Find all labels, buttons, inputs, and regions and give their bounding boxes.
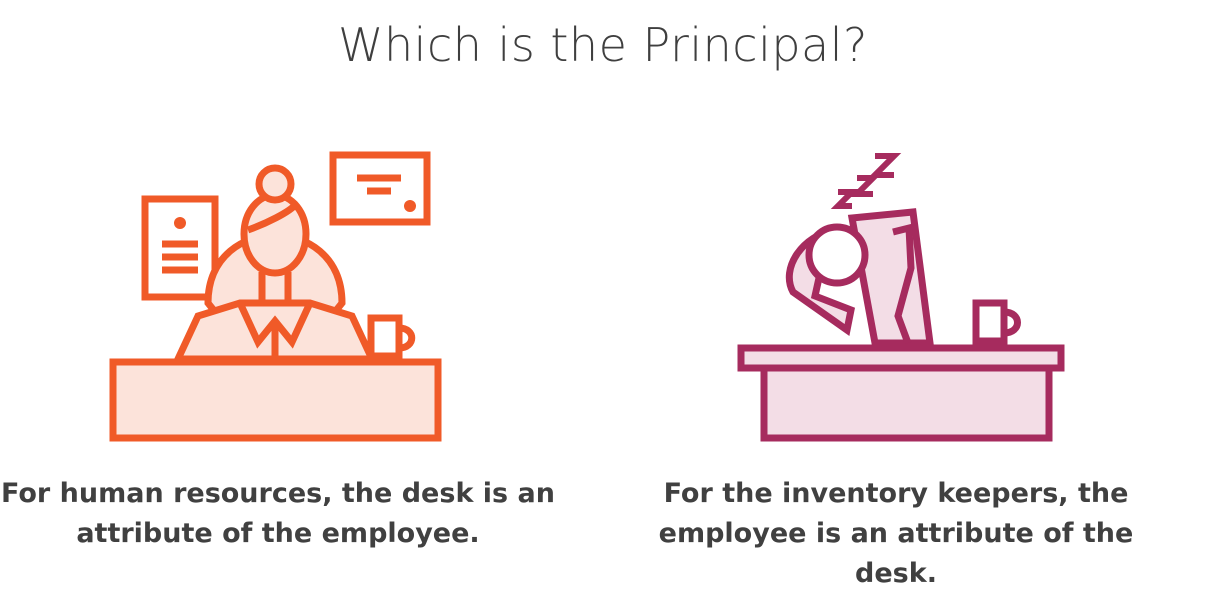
mug-icon (972, 299, 1021, 345)
head-icon (805, 223, 869, 287)
mug-icon (367, 314, 416, 360)
hr-employee-at-desk-icon (109, 151, 442, 442)
slide-title: Which is the Principal? (338, 18, 868, 72)
chair-back-icon (847, 208, 934, 347)
desk-icon (760, 364, 1053, 442)
document-icon (141, 195, 219, 301)
framed-certificate-icon (329, 151, 431, 226)
sleeping-employee-at-desk-icon (737, 153, 1065, 442)
left-caption: For human resources, the desk is an attr… (1, 478, 555, 549)
desk-icon (109, 358, 442, 442)
right-caption: For the inventory keepers, the employee … (658, 478, 1134, 589)
sleep-zzz-icon (830, 153, 902, 209)
hair-bun-icon (255, 164, 295, 204)
